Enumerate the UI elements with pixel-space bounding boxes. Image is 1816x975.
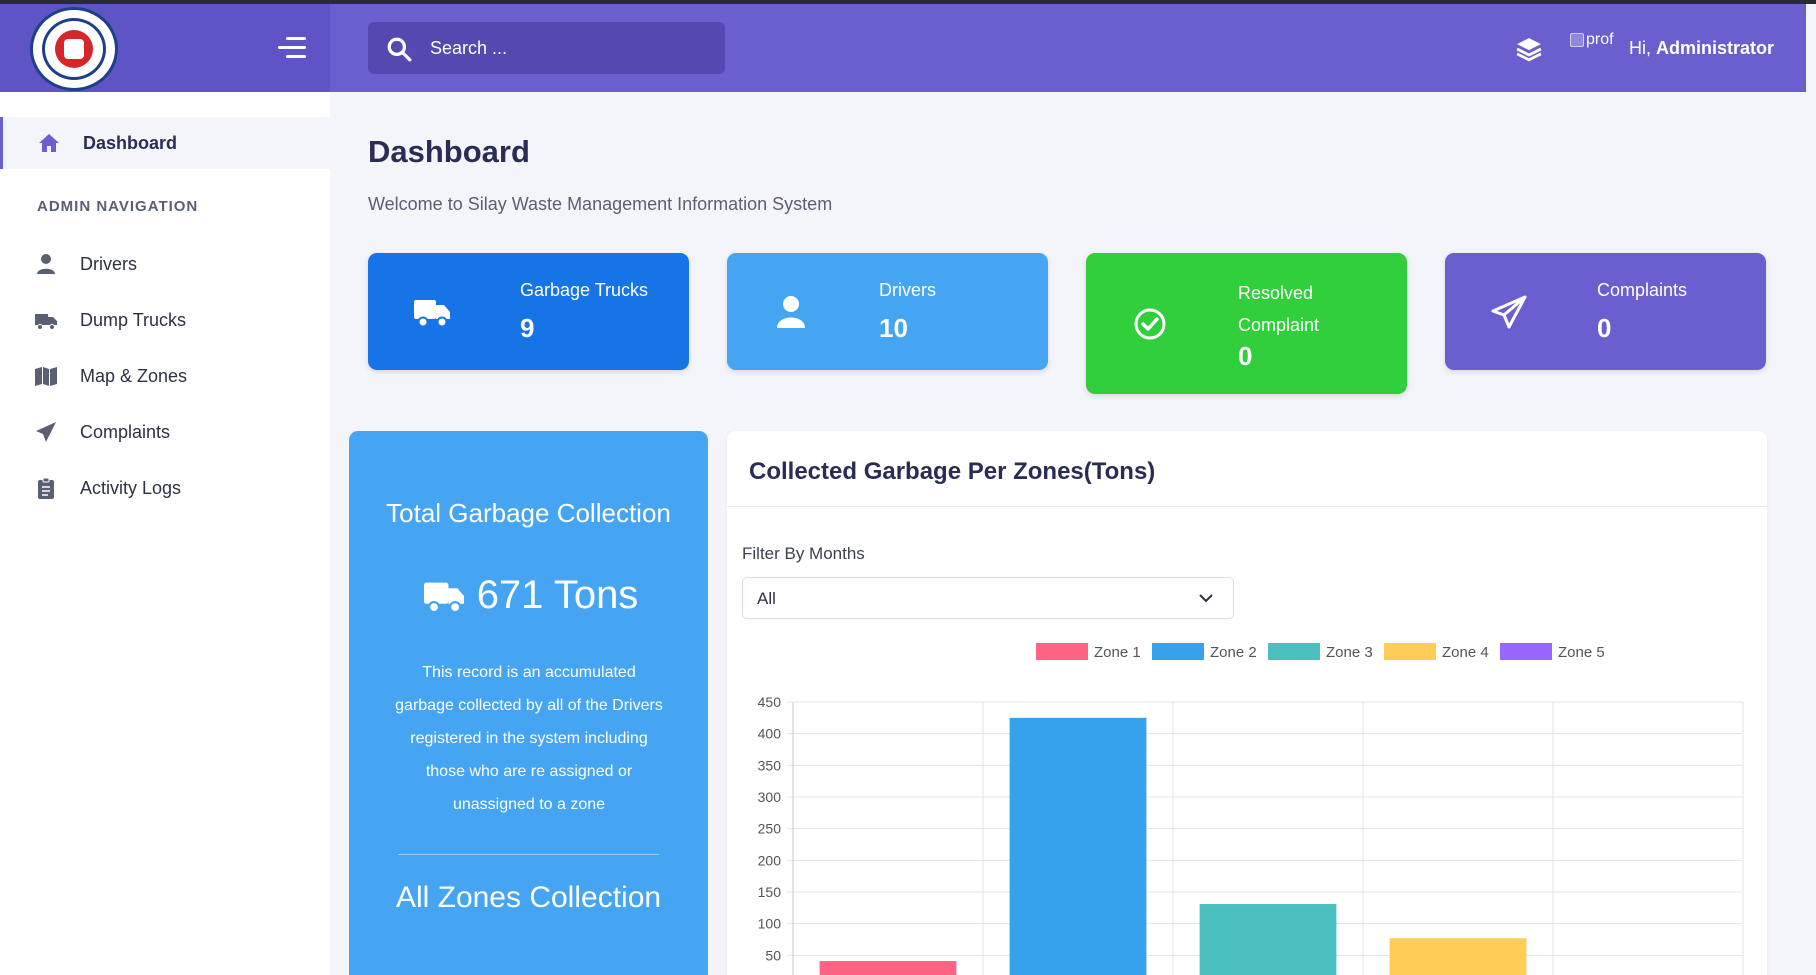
divider [727,506,1767,507]
stat-value: 10 [879,313,908,343]
y-tick-label: 200 [758,852,782,868]
user-icon [777,296,805,328]
chevron-down-icon [1199,594,1213,603]
total-title: Total Garbage Collection [386,498,671,528]
welcome-text: Welcome to Silay Waste Management Inform… [368,194,833,214]
brand-area [0,4,330,92]
paper-plane-icon [36,422,56,442]
stat-card-complaints[interactable]: Complaints 0 [1445,253,1766,370]
y-tick-label: 300 [758,789,782,805]
legend-label: Zone 3 [1326,644,1373,661]
search-box [368,22,725,74]
total-amount: 671 Tons [349,573,708,618]
clipboard-icon [504,971,530,975]
user-icon [37,254,55,274]
legend-swatch [1268,643,1320,660]
y-tick-label: 400 [758,726,782,742]
sidebar-item-drivers[interactable]: Drivers [0,238,330,290]
stat-card-garbage-trucks[interactable]: Garbage Trucks 9 [368,253,689,370]
y-tick-label: 250 [758,821,782,837]
legend-label: Zone 2 [1210,644,1257,661]
sidebar-item-label: Dump Trucks [80,309,187,330]
check-circle-icon [1134,308,1166,340]
legend-swatch [1152,643,1204,660]
bar-zone-1 [819,961,957,975]
clipboard-icon [38,477,54,499]
avatar[interactable]: prof [1570,28,1614,52]
legend-label: Zone 5 [1558,644,1605,661]
total-description: This record is an accumulated garbage co… [395,664,663,813]
user-name: Administrator [1656,38,1775,58]
stat-card-resolved-complaint[interactable]: Resolved Complaint 0 [1086,253,1407,394]
sidebar-section-title: ADMIN NAVIGATION [37,198,199,215]
map-icon [35,367,57,386]
sidebar-item-label: Map & Zones [80,365,188,386]
search-icon [387,37,412,62]
city-logo[interactable] [30,7,118,91]
greeting-prefix: Hi, [1629,38,1651,58]
home-icon [39,134,59,152]
month-filter-select[interactable]: All [742,577,1234,619]
stat-card-drivers[interactable]: Drivers 10 [727,253,1048,370]
bar-zone-4 [1389,938,1527,975]
legend-swatch [1500,643,1552,660]
stat-value: 0 [1238,341,1253,371]
legend-label: Zone 4 [1442,644,1489,661]
user-greeting[interactable]: Hi, Administrator [1629,38,1774,59]
all-zones-title: All Zones Collection [395,881,662,914]
stat-label: Drivers [879,280,936,300]
sidebar-item-dashboard[interactable]: Dashboard [0,117,330,169]
sidebar-item-label: Drivers [80,253,137,274]
paper-plane-icon [1491,295,1527,329]
stat-label: Garbage Trucks [520,280,649,300]
stat-value: 0 [1597,313,1612,343]
sidebar-item-label: Activity Logs [80,477,182,498]
layers-icon[interactable] [1516,36,1542,62]
stat-label: Complaints [1597,280,1688,300]
avatar-alt-text: prof [1586,31,1614,48]
window-top-strip [0,0,1816,4]
legend-label: Zone 1 [1094,644,1141,661]
stat-label: Resolved Complaint [1238,283,1320,335]
sidebar-item-map-zones[interactable]: Map & Zones [0,350,330,402]
chart-card: Collected Garbage Per Zones(Tons) Filter… [727,431,1767,975]
truck-icon [35,314,57,330]
truck-icon [423,582,464,613]
broken-image-icon [1570,33,1584,47]
truck-icon [414,300,450,328]
y-tick-label: 50 [765,947,781,963]
filter-selected-value: All [757,589,776,608]
search-input[interactable] [430,22,710,74]
sidebar-item-activity-logs[interactable]: Activity Logs [0,462,330,514]
sidebar-item-complaints[interactable]: Complaints [0,406,330,458]
sidebar: Dashboard ADMIN NAVIGATION Drivers Dump … [0,92,330,975]
menu-toggle-icon[interactable] [278,37,306,59]
y-tick-label: 450 [758,694,782,710]
stat-value: 9 [520,313,535,343]
bar-zone-3 [1199,904,1337,975]
bar-zone-2 [1009,717,1147,975]
legend-swatch [1384,643,1436,660]
total-amount-value: 671 Tons [476,573,639,617]
sidebar-item-label: Complaints [80,421,171,442]
page-title: Dashboard [368,134,530,169]
sidebar-item-label: Dashboard [83,132,178,153]
total-collection-card: Total Garbage Collection 671 Tons This r… [349,431,708,975]
sidebar-item-dump-trucks[interactable]: Dump Trucks [0,294,330,346]
legend-swatch [1036,643,1088,660]
y-tick-label: 350 [758,757,782,773]
y-tick-label: 100 [758,916,782,932]
top-header: prof Hi, Administrator [0,4,1806,92]
divider [398,854,659,855]
filter-label: Filter By Months [742,544,865,563]
y-tick-label: 150 [758,884,782,900]
chart-title: Collected Garbage Per Zones(Tons) [749,458,1156,485]
